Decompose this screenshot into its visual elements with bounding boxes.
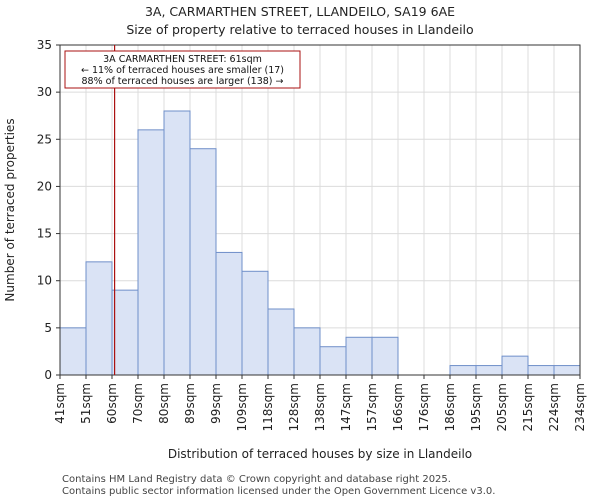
histogram-bar	[189, 148, 217, 376]
x-tick-label: 109sqm	[235, 383, 249, 431]
histogram-bar	[319, 346, 347, 376]
histogram-bar	[241, 270, 269, 376]
y-tick-label: 35	[37, 38, 52, 52]
y-tick-label: 30	[37, 85, 52, 99]
x-tick-label: 60sqm	[105, 383, 119, 424]
histogram-bar	[137, 129, 165, 376]
x-tick-label: 70sqm	[131, 383, 145, 424]
x-tick-label: 138sqm	[313, 383, 327, 431]
histogram-bar	[501, 355, 529, 376]
x-tick-label: 128sqm	[287, 383, 301, 431]
footer-line-2: Contains public sector information licen…	[62, 486, 496, 497]
x-tick-label: 89sqm	[183, 383, 197, 424]
chart-title: 3A, CARMARTHEN STREET, LLANDEILO, SA19 6…	[144, 4, 456, 19]
annotation-line: ← 11% of terraced houses are smaller (17…	[81, 65, 284, 76]
x-tick-label: 80sqm	[157, 383, 171, 424]
x-tick-label: 166sqm	[391, 383, 405, 431]
y-tick-label: 15	[37, 227, 52, 241]
y-tick-label: 25	[37, 132, 52, 146]
x-tick-label: 157sqm	[365, 383, 379, 431]
x-tick-label: 224sqm	[547, 383, 561, 431]
y-axis-label: Number of terraced properties	[3, 118, 17, 301]
x-tick-label: 51sqm	[79, 383, 93, 424]
histogram-bar	[527, 365, 555, 376]
annotation-line: 3A CARMARTHEN STREET: 61sqm	[103, 54, 262, 65]
footer-line-1: Contains HM Land Registry data © Crown c…	[62, 474, 451, 485]
histogram-bar	[475, 365, 503, 376]
histogram-bar	[449, 365, 477, 376]
histogram-bar	[85, 261, 113, 376]
x-tick-label: 147sqm	[339, 383, 353, 431]
x-tick-label: 186sqm	[443, 383, 457, 431]
histogram-bar	[111, 289, 139, 376]
annotation-box	[64, 50, 301, 89]
y-tick-label: 0	[44, 368, 52, 382]
y-tick-label: 5	[44, 321, 52, 335]
x-tick-label: 99sqm	[209, 383, 223, 424]
histogram-bar	[371, 336, 399, 376]
histogram-bar	[293, 327, 321, 376]
x-axis-label: Distribution of terraced houses by size …	[168, 447, 472, 461]
y-tick-label: 10	[37, 274, 52, 288]
chart-subtitle: Size of property relative to terraced ho…	[126, 22, 474, 37]
x-tick-label: 205sqm	[495, 383, 509, 431]
x-tick-label: 41sqm	[53, 383, 67, 424]
y-tick-label: 20	[37, 179, 52, 193]
histogram-bar	[163, 110, 191, 376]
histogram-bar	[267, 308, 295, 376]
histogram-bar	[59, 327, 87, 376]
annotation-line: 88% of terraced houses are larger (138) …	[82, 76, 284, 87]
x-tick-label: 176sqm	[417, 383, 431, 431]
histogram-bar	[345, 336, 373, 376]
x-tick-label: 195sqm	[469, 383, 483, 431]
histogram-bar	[553, 365, 581, 376]
histogram-bar	[215, 251, 243, 376]
x-tick-label: 215sqm	[521, 383, 535, 431]
x-tick-label: 234sqm	[573, 383, 587, 431]
x-tick-label: 118sqm	[261, 383, 275, 431]
